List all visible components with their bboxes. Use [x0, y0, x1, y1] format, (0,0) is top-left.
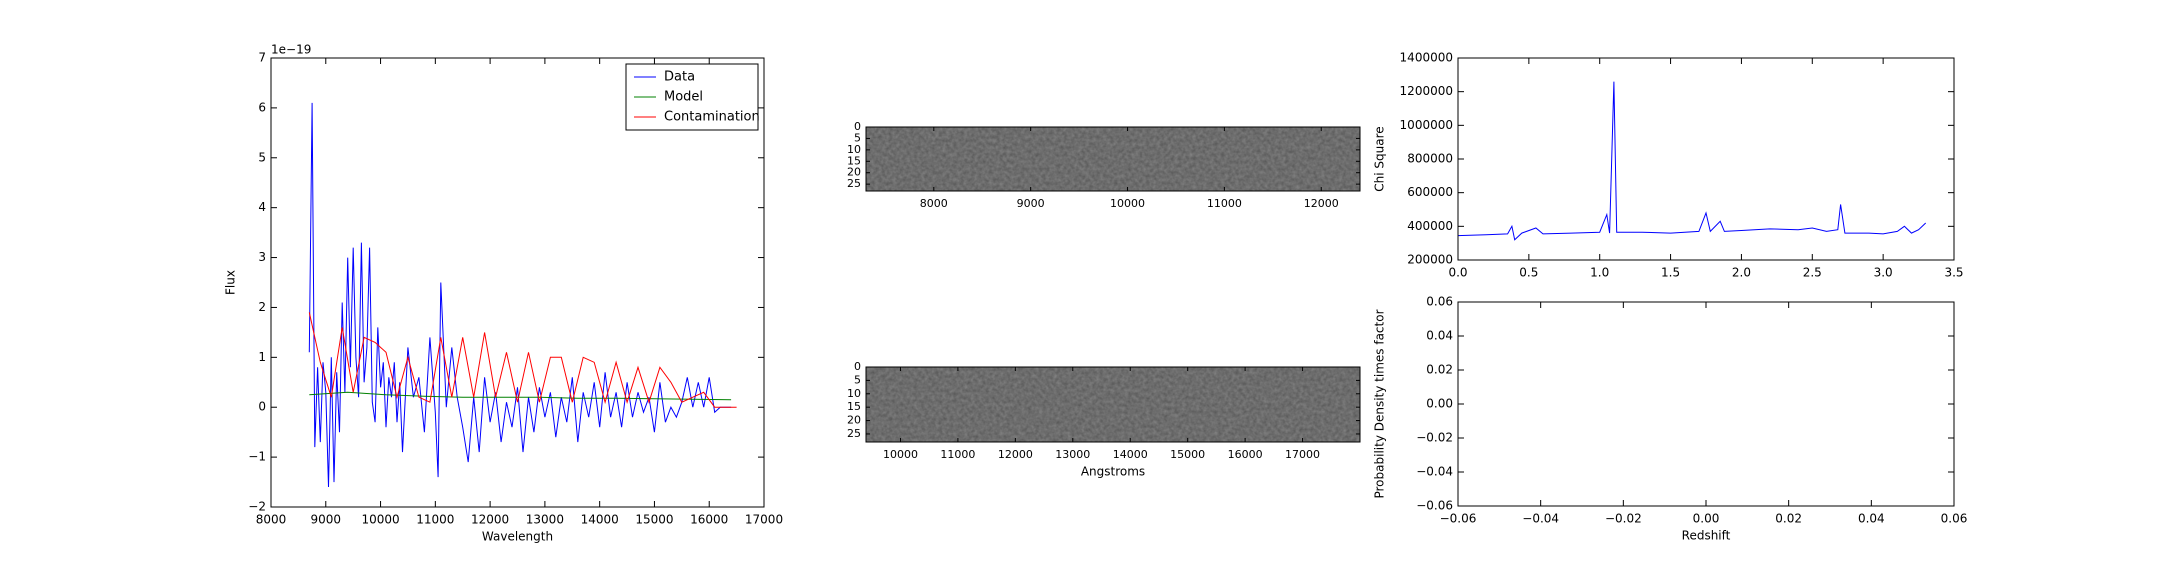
y-tick-label: 3	[258, 250, 266, 264]
y-tick-label: 0.02	[1426, 363, 1453, 377]
axes-frame	[865, 366, 1361, 443]
y-tick-label: 1200000	[1400, 84, 1453, 98]
y-tick-label: 0.00	[1426, 397, 1453, 411]
x-axis-label: Wavelength	[482, 530, 553, 544]
legend-label: Model	[664, 90, 703, 105]
x-tick-label: 17000	[1285, 448, 1320, 461]
x-tick-label: 9000	[1017, 197, 1045, 210]
x-tick-label: 12000	[998, 448, 1033, 461]
y-axis-label: Chi Square	[1373, 126, 1387, 191]
y-tick-label: 0.04	[1426, 329, 1453, 343]
axes-frame	[865, 126, 1361, 192]
data-line	[1457, 81, 1927, 241]
spectrum-image	[866, 127, 1360, 191]
x-tick-label: 15000	[635, 513, 673, 527]
x-tick-label: 10000	[361, 513, 399, 527]
x-tick-label: 3.5	[1944, 266, 1963, 280]
x-tick-label: 15000	[1170, 448, 1205, 461]
y-tick-label: 10	[847, 387, 861, 400]
x-axis-label: Redshift	[1682, 529, 1731, 543]
x-tick-label: 2.5	[1803, 266, 1822, 280]
x-tick-label: 0.0	[1448, 266, 1467, 280]
axes-frame	[1457, 301, 1955, 507]
x-tick-label: 16000	[690, 513, 728, 527]
x-tick-label: 0.02	[1775, 512, 1802, 526]
y-tick-label: 4	[258, 200, 266, 214]
y-tick-label: 25	[847, 427, 861, 440]
y-axis-label: Flux	[224, 270, 238, 295]
x-tick-label: 16000	[1228, 448, 1263, 461]
x-tick-label: 14000	[1113, 448, 1148, 461]
y-tick-label: 400000	[1407, 219, 1453, 233]
x-axis-label: Angstroms	[1081, 465, 1145, 479]
legend-label: Contamination	[664, 110, 760, 125]
data-line	[308, 312, 737, 408]
y-tick-label: 1	[258, 350, 266, 364]
x-tick-label: 2.0	[1732, 266, 1751, 280]
y-tick-label: −0.02	[1416, 431, 1453, 445]
y-tick-label: 10	[847, 143, 861, 156]
y-tick-label: 600000	[1407, 185, 1453, 199]
x-tick-label: 12000	[471, 513, 509, 527]
y-axis-label: Probability Density times factor	[1373, 309, 1387, 498]
y-tick-label: −0.06	[1416, 499, 1453, 513]
y-tick-label: 20	[847, 414, 861, 427]
legend-label: Data	[664, 70, 695, 85]
y-tick-label: 1000000	[1400, 118, 1453, 132]
x-tick-label: 13000	[1055, 448, 1090, 461]
x-tick-label: 14000	[581, 513, 619, 527]
x-tick-label: 10000	[1110, 197, 1145, 210]
x-tick-label: 0.04	[1858, 512, 1885, 526]
y-tick-label: 6	[258, 100, 266, 114]
y-tick-label: −1	[248, 450, 266, 464]
x-tick-label: 1.5	[1661, 266, 1680, 280]
x-tick-label: 17000	[745, 513, 783, 527]
x-tick-label: −0.02	[1605, 512, 1642, 526]
x-tick-label: 10000	[883, 448, 918, 461]
y-tick-label: 25	[847, 177, 861, 190]
x-tick-label: 8000	[256, 513, 287, 527]
x-tick-label: 8000	[920, 197, 948, 210]
x-tick-label: 0.06	[1941, 512, 1968, 526]
y-tick-label: −0.04	[1416, 465, 1453, 479]
y-tick-label: 5	[854, 373, 861, 386]
y-tick-label: 5	[854, 131, 861, 144]
x-tick-label: −0.06	[1440, 512, 1477, 526]
x-tick-label: 1.0	[1590, 266, 1609, 280]
y-tick-label: 200000	[1407, 253, 1453, 267]
y-tick-label: 2	[258, 300, 266, 314]
y-tick-label: 7	[258, 51, 266, 65]
x-tick-label: 9000	[311, 513, 342, 527]
y-tick-label: 5	[258, 150, 266, 164]
spectrum-image	[866, 367, 1360, 442]
x-tick-label: 12000	[1304, 197, 1339, 210]
y-tick-label: 15	[847, 400, 861, 413]
x-tick-label: 0.00	[1693, 512, 1720, 526]
x-tick-label: 3.0	[1874, 266, 1893, 280]
x-tick-label: −0.04	[1522, 512, 1559, 526]
y-tick-label: 1400000	[1400, 51, 1453, 65]
y-tick-label: 0	[854, 360, 861, 373]
x-tick-label: 11000	[416, 513, 454, 527]
y-tick-label: 0.06	[1426, 295, 1453, 309]
y-tick-label: 0	[854, 120, 861, 133]
y-tick-label: 20	[847, 166, 861, 179]
data-line	[309, 391, 732, 401]
x-tick-label: 11000	[940, 448, 975, 461]
offset-label: 1e−19	[271, 43, 311, 57]
y-tick-label: 15	[847, 154, 861, 167]
x-tick-label: 11000	[1207, 197, 1242, 210]
axes-frame	[270, 57, 765, 508]
y-tick-label: −2	[248, 500, 266, 514]
data-line	[308, 102, 732, 488]
y-tick-label: 0	[258, 400, 266, 414]
x-tick-label: 0.5	[1519, 266, 1538, 280]
y-tick-label: 800000	[1407, 152, 1453, 166]
x-tick-label: 13000	[526, 513, 564, 527]
